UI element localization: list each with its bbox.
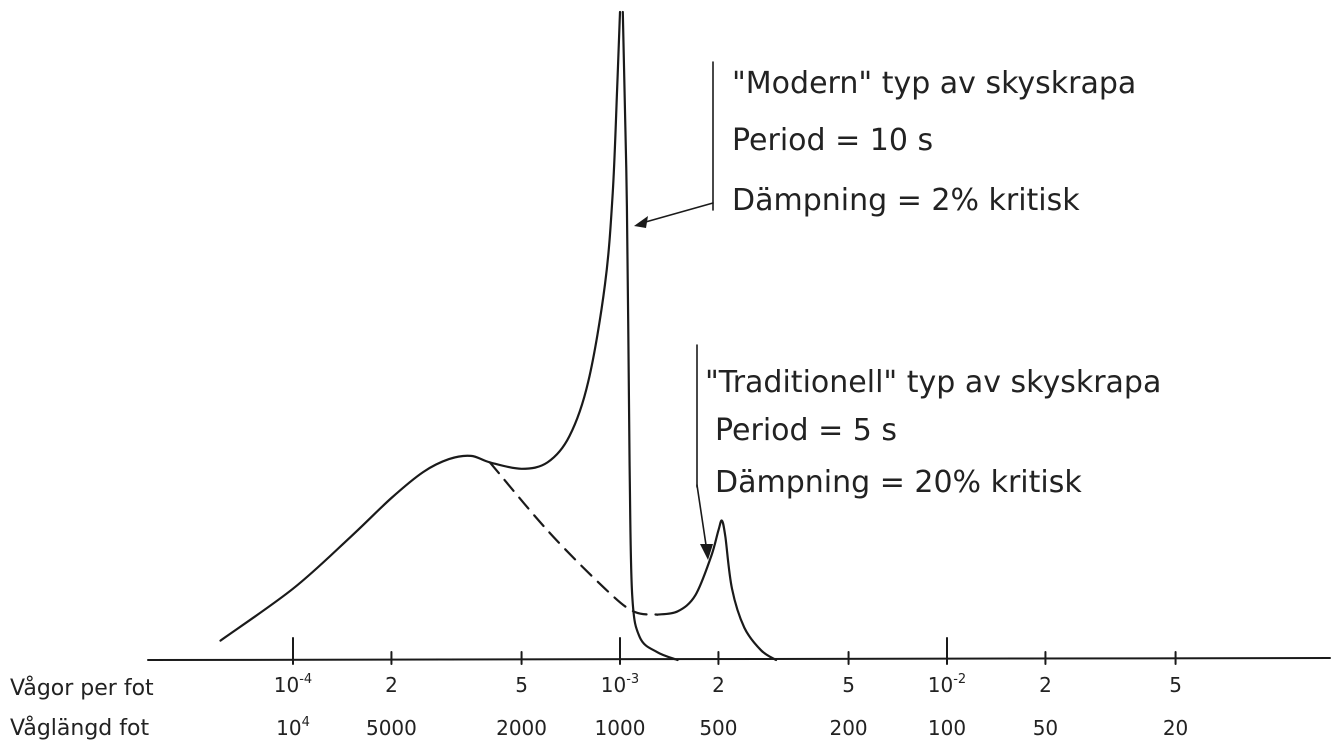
baseline-layer — [147, 657, 1331, 661]
traditional-line-2: Period = 5 s — [715, 413, 897, 448]
x-tick-label-waves: 2 — [712, 673, 725, 697]
traditional-pointer-arrowhead — [700, 544, 713, 560]
x-tick-label-wavelength: 2000 — [496, 716, 547, 740]
modern-pointer-arrowhead — [634, 216, 648, 228]
modern-pointer-line — [641, 202, 714, 224]
x-tick-label-wavelength: 100 — [928, 716, 966, 740]
x-tick-label-waves: 5 — [1169, 673, 1182, 697]
x-axis-row-2-label: Våglängd fot — [10, 715, 149, 741]
x-tick-label-waves: 10-3 — [601, 672, 639, 697]
x-tick-label-wavelength: 20 — [1163, 716, 1188, 740]
modern-line-2: Period = 10 s — [732, 123, 933, 158]
x-tick-label-waves: 5 — [842, 673, 855, 697]
x-tick-label-waves: 10-4 — [274, 672, 312, 697]
x-tick-label-wavelength: 50 — [1033, 716, 1058, 740]
x-tick-label-wavelength: 1000 — [595, 716, 646, 740]
x-tick-label-wavelength: 5000 — [366, 716, 417, 740]
x-tick-label-wavelength: 500 — [699, 716, 737, 740]
x-axis: Vågor per fot Våglängd fot 10-4 2 5 10-3 2 5 1… — [10, 637, 1188, 741]
traditional-pointer-line — [696, 484, 707, 546]
modern-response-falling-curve — [621, 10, 679, 662]
modern-annotation: "Modern" typ av skyskrapa Period = 10 s … — [732, 66, 1136, 218]
x-axis-line — [147, 657, 1331, 661]
x-tick-label-waves: 2 — [1039, 673, 1052, 697]
x-tick-label-waves: 5 — [515, 673, 528, 697]
modern-response-rising-curve — [219, 10, 622, 642]
traditional-line-3: Dämpning = 20% kritisk — [715, 465, 1082, 500]
x-tick-label-wavelength: 200 — [829, 716, 867, 740]
traditional-annotation: "Traditionell" typ av skyskrapa Period =… — [705, 365, 1161, 500]
annotation-layer: "Modern" typ av skyskrapa Period = 10 s … — [634, 61, 1161, 560]
modern-line-3: Dämpning = 2% kritisk — [732, 183, 1080, 218]
traditional-response-curve — [656, 519, 778, 662]
traditional-line-1: "Traditionell" typ av skyskrapa — [705, 365, 1161, 400]
dashed-background-curve — [488, 461, 659, 616]
series-layer — [219, 10, 778, 662]
x-tick-label-waves: 2 — [385, 673, 398, 697]
x-tick-label-waves: 10-2 — [928, 672, 966, 697]
x-tick-label-wavelength: 104 — [276, 715, 310, 740]
modern-line-1: "Modern" typ av skyskrapa — [732, 66, 1136, 101]
x-axis-row-1-label: Vågor per fot — [10, 675, 154, 701]
